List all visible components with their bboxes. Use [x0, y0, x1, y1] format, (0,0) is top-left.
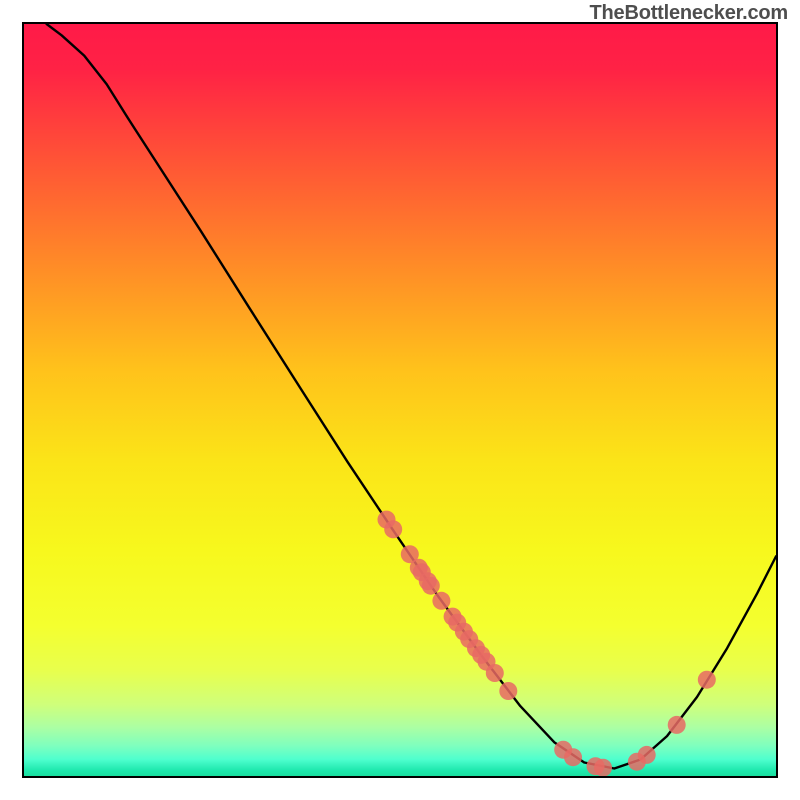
data-marker	[638, 746, 656, 764]
data-marker	[499, 682, 517, 700]
data-marker-group	[378, 511, 716, 776]
data-marker	[668, 716, 686, 734]
data-marker	[486, 664, 504, 682]
data-marker	[698, 671, 716, 689]
plot-area	[22, 22, 778, 778]
data-marker	[564, 748, 582, 766]
plot-overlay	[24, 24, 776, 776]
bottleneck-curve	[47, 24, 776, 769]
data-marker	[432, 592, 450, 610]
chart-root: TheBottlenecker.com	[0, 0, 800, 800]
data-marker	[594, 759, 612, 776]
data-marker	[422, 577, 440, 595]
data-marker	[384, 520, 402, 538]
